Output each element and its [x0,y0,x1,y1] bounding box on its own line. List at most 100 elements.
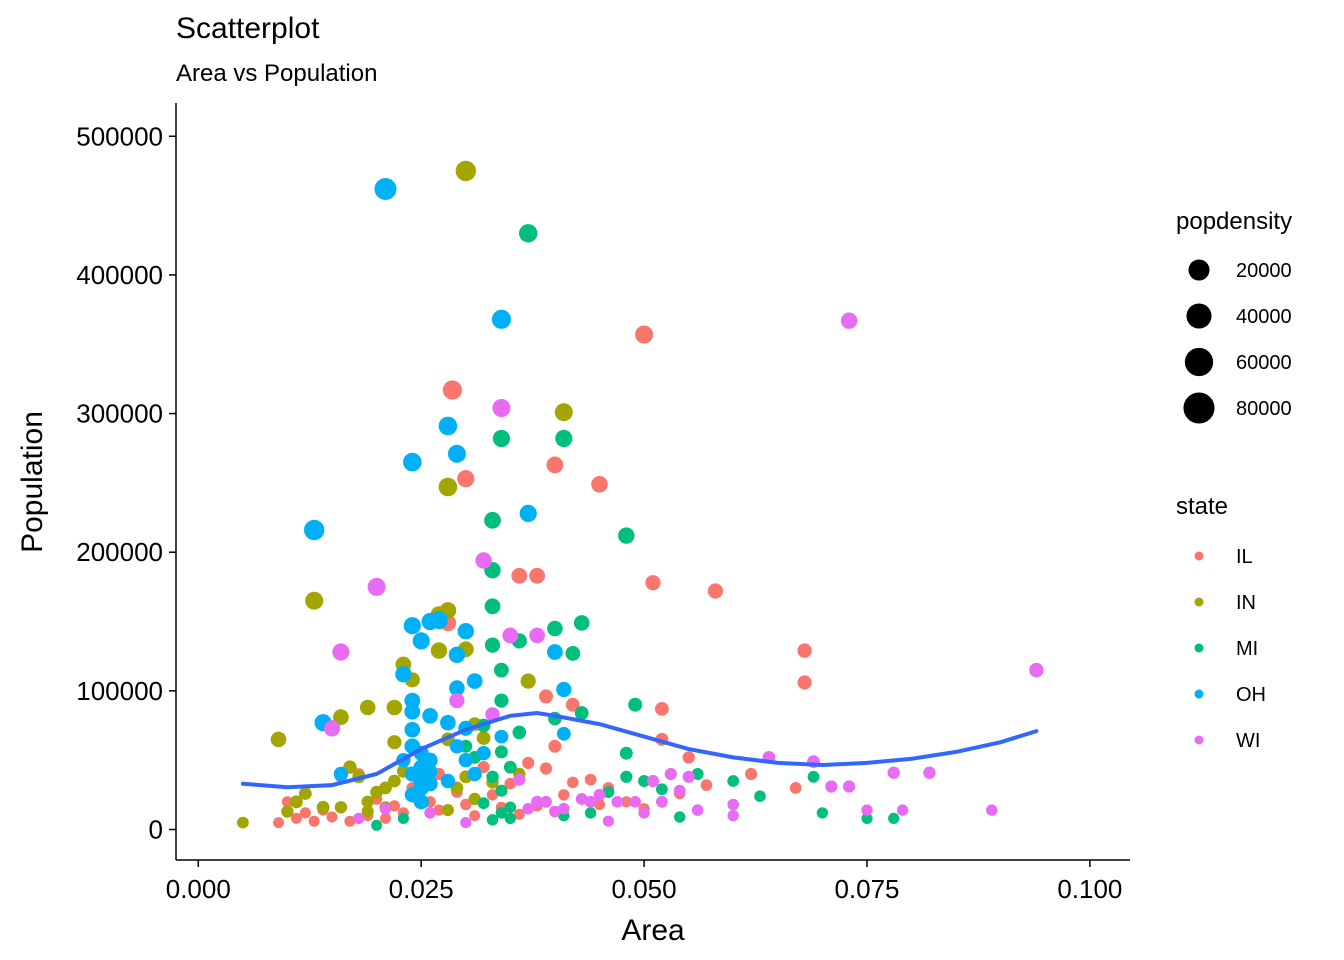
point-il-37 [469,810,481,822]
point-oh-11 [457,623,474,640]
point-il-6 [511,567,528,584]
point-mi-37 [754,790,766,802]
point-wi-26 [986,804,998,816]
point-il-43 [522,756,535,770]
color-legend-label: IN [1236,592,1256,614]
color-legend-title: state [1176,493,1228,520]
point-mi-40 [861,812,873,825]
point-mi-24 [477,797,490,810]
point-in-15 [387,735,402,750]
point-oh-33 [413,794,429,810]
point-wi-17 [664,767,677,781]
point-il-2 [457,470,475,488]
point-mi-33 [656,783,668,796]
x-tick-label: 0.075 [834,874,899,904]
point-wi-41 [424,807,436,819]
color-legend-key-oh [1194,689,1204,699]
point-mi-45 [504,801,517,814]
point-il-8 [645,575,661,591]
point-oh-42 [556,726,571,741]
point-il-20 [273,817,284,829]
point-wi-42 [513,773,526,786]
point-il-36 [460,798,472,811]
point-in-0 [455,160,476,182]
point-in-28 [361,795,374,808]
point-il-10 [797,643,812,658]
point-mi-30 [602,786,615,798]
point-il-0 [442,380,462,400]
point-wi-6 [529,627,545,644]
point-il-50 [593,798,606,811]
point-wi-25 [896,804,909,816]
point-in-9 [333,709,349,726]
point-mi-2 [555,429,573,448]
point-wi-39 [460,817,472,829]
point-il-41 [504,777,517,790]
point-il-13 [565,697,580,712]
point-il-39 [486,789,499,801]
point-wi-15 [825,780,838,793]
point-oh-2 [438,416,458,436]
size-legend-key [1188,259,1210,281]
point-in-23 [290,795,303,809]
point-in-43 [441,804,454,817]
size-legend-label: 80000 [1236,398,1292,420]
y-tick-label: 0 [149,814,163,844]
point-oh-44 [422,764,438,779]
point-wi-5 [502,627,519,644]
point-in-24 [281,805,294,818]
point-il-1 [635,325,654,344]
point-il-49 [584,773,597,786]
point-mi-27 [486,814,499,826]
point-wi-14 [923,766,936,779]
point-wi-20 [656,795,668,808]
point-oh-17 [547,644,563,660]
color-legend-label: IL [1236,546,1253,568]
point-wi-4 [332,643,350,661]
x-axis-ticks: 0.000 0.025 0.050 0.075 0.100 [166,860,1122,904]
point-il-45 [539,762,553,775]
point-mi-6 [484,598,501,615]
point-wi-9 [485,707,500,722]
point-mi-21 [503,760,517,774]
point-il-17 [682,751,695,764]
point-wi-13 [887,766,900,779]
color-legend-key-il [1194,551,1204,561]
point-in-13 [270,731,287,748]
point-wi-40 [353,812,365,825]
point-oh-23 [404,721,421,738]
point-oh-35 [449,739,465,754]
point-mi-7 [573,615,590,631]
point-oh-21 [422,708,438,724]
point-wi-7 [323,720,341,737]
point-mi-41 [888,812,900,825]
point-il-24 [326,811,338,823]
x-tick-label: 0.025 [389,874,454,904]
point-mi-8 [547,620,563,637]
point-oh-10 [412,632,430,650]
point-mi-3 [484,511,501,529]
point-oh-36 [458,753,473,768]
point-wi-2 [475,552,492,569]
point-mi-22 [486,770,499,783]
point-wi-43 [540,795,552,808]
point-oh-22 [440,714,456,731]
point-oh-41 [440,773,456,789]
point-mi-14 [628,697,643,712]
color-legend-label: WI [1236,730,1260,752]
point-wi-30 [584,795,597,808]
point-mi-1 [492,429,510,448]
size-legend-key [1183,392,1215,424]
color-legend-key-wi [1194,735,1204,745]
point-mi-25 [495,807,508,819]
point-oh-18 [449,680,465,696]
point-wi-23 [727,809,739,822]
point-il-9 [707,583,724,599]
point-oh-15 [404,692,421,709]
size-legend-label: 20000 [1236,260,1292,282]
point-mi-39 [816,807,829,819]
point-wi-34 [629,796,641,808]
point-il-55 [700,779,713,791]
x-axis-title: Area [621,914,685,947]
point-mi-15 [574,706,589,720]
